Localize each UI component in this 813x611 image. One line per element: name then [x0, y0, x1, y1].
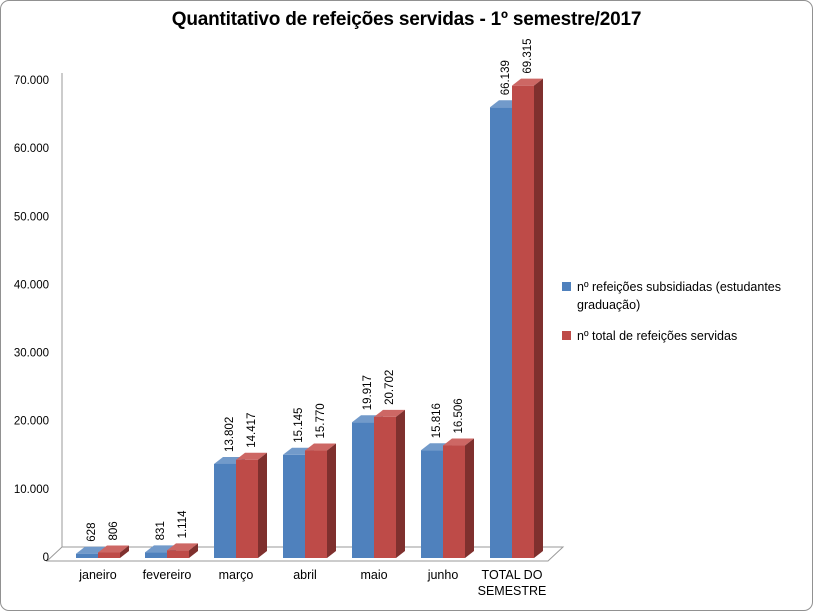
bar-value-label: 69.315 [522, 38, 534, 73]
bar-value-label: 14.417 [246, 413, 258, 448]
bar-value-label: 806 [108, 521, 120, 540]
x-axis-category-label: março [219, 568, 254, 582]
bar-value-label: 66.139 [500, 60, 512, 95]
bar-s0-c4 [352, 422, 374, 558]
bar-s1-c0 [98, 552, 120, 558]
bar-side-s1-c6 [534, 78, 543, 558]
y-tick-label: 50.000 [14, 211, 49, 223]
bar-s0-c3 [283, 454, 305, 558]
x-axis-category-label: TOTAL DO SEMESTRE [478, 568, 547, 598]
bar-side-s1-c5 [465, 438, 474, 558]
bar-s1-c4 [374, 416, 396, 558]
bar-s1-c2 [236, 459, 258, 558]
bar-s0-c0 [76, 553, 98, 558]
bar-s0-c6 [490, 107, 512, 558]
bar-side-s1-c4 [396, 409, 405, 558]
bar-value-label: 628 [86, 523, 98, 542]
bar-value-label: 19.917 [362, 375, 374, 410]
bar-side-s1-c2 [258, 452, 267, 558]
legend-marker-red-icon [562, 331, 571, 341]
bar-value-label: 1.114 [177, 510, 189, 539]
x-axis-category-label: maio [360, 568, 387, 582]
y-tick-label: 30.000 [14, 348, 49, 360]
bar-s1-c6 [512, 85, 534, 558]
legend: nº refeições subsidiadas (estudantes gra… [562, 278, 812, 345]
bar-value-label: 20.702 [384, 370, 396, 405]
chart-title: Quantitativo de refeições servidas - 1º … [171, 9, 642, 30]
bar-s0-c2 [214, 463, 236, 558]
bar-side-s1-c0 [120, 545, 129, 558]
legend-item-total: nº total de refeições servidas [562, 327, 812, 345]
x-axis-category-label: janeiro [78, 568, 117, 582]
legend-label-total: nº total de refeições servidas [577, 329, 738, 344]
legend-label-subsidiadas: nº refeições subsidiadas (estudantes gra… [577, 280, 781, 313]
bar-s0-c1 [145, 552, 167, 558]
bar-value-label: 16.506 [453, 398, 465, 433]
bar-value-label: 831 [155, 521, 167, 540]
bar-s1-c1 [167, 550, 189, 558]
x-axis-category-label: abril [293, 568, 317, 582]
bar-s1-c3 [305, 450, 327, 558]
bar-value-label: 15.145 [293, 408, 305, 443]
bar-side-s1-c1 [189, 543, 198, 558]
bar-top-s1-c2 [236, 452, 267, 460]
bar-value-label: 15.816 [431, 403, 443, 438]
y-tick-label: 0 [43, 552, 49, 564]
bar-s1-c5 [443, 445, 465, 558]
bar-s0-c5 [421, 450, 443, 558]
bar-top-s1-c4 [374, 409, 405, 417]
bar-top-s1-c3 [305, 443, 336, 451]
bar-value-label: 15.770 [315, 403, 327, 438]
legend-marker-blue-icon [562, 282, 571, 291]
y-tick-label: 20.000 [14, 416, 49, 428]
legend-item-subsidiadas: nº refeições subsidiadas (estudantes gra… [562, 278, 812, 314]
x-axis-category-label: fevereiro [143, 568, 192, 582]
bar-top-s1-c5 [443, 438, 474, 446]
bar-value-label: 13.802 [224, 417, 236, 452]
y-tick-label: 70.000 [14, 75, 49, 87]
y-tick-label: 60.000 [14, 143, 49, 155]
bar-top-s1-c6 [512, 78, 543, 86]
bar-top-s1-c1 [167, 543, 198, 551]
bar-side-s1-c3 [327, 443, 336, 558]
x-axis-category-label: junho [427, 568, 459, 582]
y-tick-label: 40.000 [14, 279, 49, 291]
bar-top-s1-c0 [98, 545, 129, 553]
y-tick-label: 10.000 [14, 484, 49, 496]
